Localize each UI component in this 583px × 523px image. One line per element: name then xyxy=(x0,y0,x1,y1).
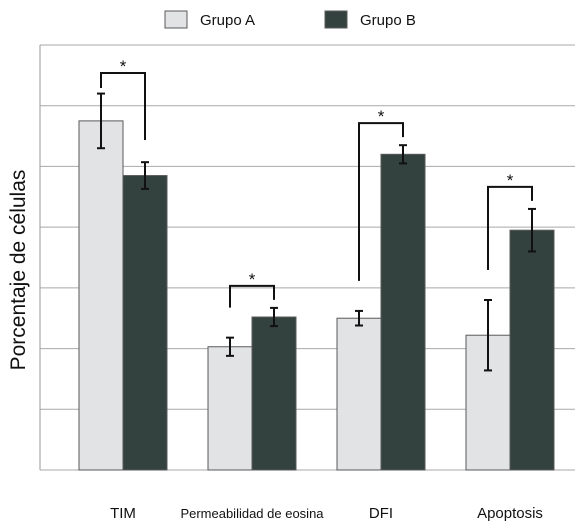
legend-label-1: Grupo B xyxy=(360,12,416,29)
bar-grupo-b-0 xyxy=(122,175,168,471)
error-bars xyxy=(97,92,536,372)
bar-grupo-a-2 xyxy=(336,317,382,471)
legend: Grupo A Grupo B xyxy=(164,10,416,29)
error-bar-0-0 xyxy=(97,92,105,150)
legend-item-grupo-a: Grupo A xyxy=(164,10,255,29)
bar-grupo-a-0 xyxy=(78,120,124,471)
y-axis-label: Porcentaje de células xyxy=(7,170,30,371)
category-label-3: Apoptosis xyxy=(477,505,543,522)
significance-bracket-3: * xyxy=(487,171,533,270)
error-bar-1-2 xyxy=(399,144,407,165)
error-bar-0-2 xyxy=(355,309,363,327)
legend-item-grupo-b: Grupo B xyxy=(324,10,416,29)
significance-marker-0: * xyxy=(120,57,127,76)
legend-swatch-1 xyxy=(324,10,348,29)
legend-swatch-0 xyxy=(164,10,188,29)
error-bar-0-1 xyxy=(226,336,234,357)
category-label-1: Permeabilidad de eosina xyxy=(180,506,324,521)
bar-grupo-b-3 xyxy=(509,229,555,471)
error-bar-1-3 xyxy=(528,207,536,253)
significance-marker-3: * xyxy=(507,171,514,190)
category-labels: TIM Permeabilidad de eosina DFI Apoptosis xyxy=(110,505,543,522)
category-label-0: TIM xyxy=(110,505,136,522)
significance-brackets: * * * * xyxy=(100,57,533,308)
significance-bracket-2: * xyxy=(358,107,404,281)
significance-marker-2: * xyxy=(378,107,385,126)
error-bar-1-0 xyxy=(141,161,149,190)
error-bar-0-3 xyxy=(484,299,492,372)
significance-bracket-0: * xyxy=(100,57,146,140)
significance-bracket-1: * xyxy=(229,270,275,308)
error-bar-1-1 xyxy=(270,306,278,328)
bar-grupo-b-1 xyxy=(251,316,297,471)
category-label-2: DFI xyxy=(369,505,393,522)
significance-marker-1: * xyxy=(249,270,256,289)
bar-grupo-b-2 xyxy=(380,153,426,471)
legend-label-0: Grupo A xyxy=(200,12,255,29)
bars xyxy=(78,120,555,471)
bar-grupo-a-1 xyxy=(207,346,253,471)
